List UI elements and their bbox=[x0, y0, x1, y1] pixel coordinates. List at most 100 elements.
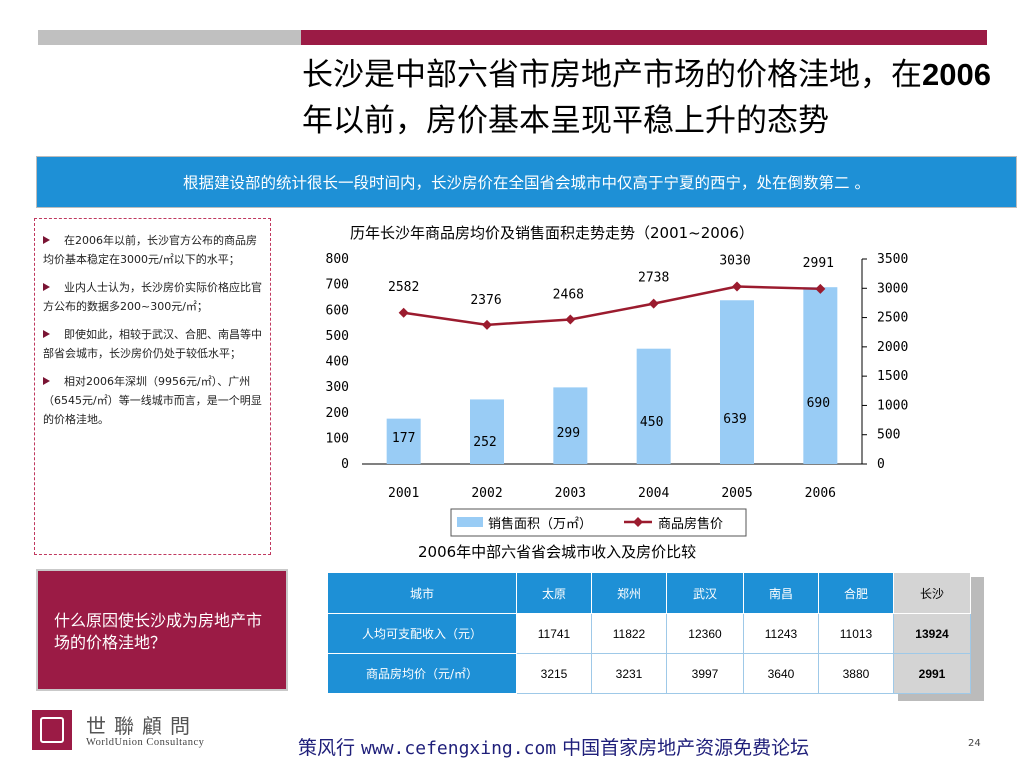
row-label: 人均可支配收入（元） bbox=[327, 613, 517, 654]
summary-banner: 根据建设部的统计很长一段时间内，长沙房价在全国省会城市中仅高于宁夏的西宁，处在倒… bbox=[36, 156, 1017, 208]
right-axis-tick-label: 3000 bbox=[877, 281, 908, 296]
right-axis-tick-label: 0 bbox=[877, 457, 885, 472]
x-axis-tick-label: 2005 bbox=[721, 486, 752, 501]
price-marker bbox=[648, 298, 659, 309]
table-row: 人均可支配收入（元） 11741 11822 12360 11243 11013… bbox=[327, 613, 972, 654]
row-label: 商品房均价（元/㎡） bbox=[327, 653, 517, 694]
table-cell-highlight: 13924 bbox=[892, 613, 972, 654]
footer-text: 策风行 www.cefengxing.com 中国首家房地产资源免费论坛 bbox=[298, 733, 809, 760]
title-part1: 长沙是中部六省市房地产市场的价格洼地，在 bbox=[302, 57, 922, 93]
header-cell: 郑州 bbox=[591, 572, 667, 614]
table-cell: 11822 bbox=[591, 613, 667, 654]
note-text: 业内人士认为，长沙房价实际价格应比官方公布的数据多200~300元/㎡； bbox=[43, 281, 262, 313]
sales-area-bar bbox=[720, 300, 754, 464]
left-axis-tick-label: 200 bbox=[326, 406, 349, 421]
table-cell-highlight: 2991 bbox=[892, 653, 972, 694]
x-axis-tick-label: 2001 bbox=[388, 486, 419, 501]
header-cell: 南昌 bbox=[742, 572, 819, 614]
left-axis-tick-label: 600 bbox=[326, 303, 349, 318]
left-axis-tick-label: 400 bbox=[326, 355, 349, 370]
footer-url: www.cefengxing.com bbox=[361, 738, 557, 759]
slide-title: 长沙是中部六省市房地产市场的价格洼地，在2006 年以前，房价基本呈现平稳上升的态… bbox=[302, 52, 992, 156]
x-axis-tick-label: 2004 bbox=[638, 486, 669, 501]
x-axis-tick-label: 2003 bbox=[555, 486, 586, 501]
table-cell: 12360 bbox=[666, 613, 744, 654]
legend-line-label: 商品房售价 bbox=[658, 516, 723, 532]
table-title: 2006年中部六省省会城市收入及房价比较 bbox=[418, 543, 697, 561]
price-data-label: 3030 bbox=[719, 254, 750, 269]
x-axis-tick-label: 2006 bbox=[805, 486, 836, 501]
table-cell: 3997 bbox=[666, 653, 744, 694]
worldunion-logo bbox=[32, 710, 72, 750]
note-text: 即使如此，相较于武汉、合肥、南昌等中部省会城市，长沙房价仍处于较低水平； bbox=[43, 328, 262, 360]
page-number: 24 bbox=[968, 738, 981, 749]
table-cell: 3640 bbox=[742, 653, 819, 694]
note-item: 即使如此，相较于武汉、合肥、南昌等中部省会城市，长沙房价仍处于较低水平； bbox=[43, 325, 264, 363]
sales-area-bar bbox=[470, 399, 504, 464]
sales-area-data-label: 299 bbox=[557, 426, 580, 441]
legend-line-marker bbox=[633, 517, 643, 527]
left-axis-tick-label: 300 bbox=[326, 380, 349, 395]
price-data-label: 2738 bbox=[638, 271, 669, 286]
footer-part2: 中国首家房地产资源免费论坛 bbox=[556, 737, 810, 759]
header-cell-highlight: 长沙 bbox=[892, 572, 972, 614]
question-box: 什么原因使长沙成为房地产市场的价格洼地？ bbox=[36, 569, 288, 691]
table-cell: 3231 bbox=[591, 653, 667, 694]
right-axis-tick-label: 500 bbox=[877, 428, 900, 443]
footer-part1: 策风行 bbox=[298, 737, 362, 759]
table-cell: 11013 bbox=[817, 613, 894, 654]
price-data-label: 2376 bbox=[470, 293, 501, 308]
logo-mark-icon bbox=[40, 717, 64, 743]
sales-area-data-label: 639 bbox=[723, 412, 746, 427]
table-cell: 11243 bbox=[742, 613, 819, 654]
chart-legend bbox=[450, 508, 747, 537]
note-item: 相对2006年深圳（9956元/㎡）、广州（6545元/㎡）等一线城市而言，是一… bbox=[43, 372, 264, 429]
left-axis-tick-label: 700 bbox=[326, 278, 349, 293]
title-part2: 年以前，房价基本呈现平稳上升的态势 bbox=[302, 103, 829, 139]
price-marker bbox=[815, 283, 826, 294]
price-data-label: 2582 bbox=[388, 280, 419, 295]
notes-box: 在2006年以前，长沙官方公布的商品房均价基本稳定在3000元/㎡以下的水平； … bbox=[34, 218, 271, 555]
right-axis-tick-label: 1000 bbox=[877, 398, 908, 413]
left-axis-tick-label: 500 bbox=[326, 329, 349, 344]
bullet-arrow-icon bbox=[43, 236, 50, 244]
header-cell: 太原 bbox=[516, 572, 592, 614]
table-row: 商品房均价（元/㎡） 3215 3231 3997 3640 3880 2991 bbox=[327, 653, 972, 694]
note-text: 相对2006年深圳（9956元/㎡）、广州（6545元/㎡）等一线城市而言，是一… bbox=[43, 375, 262, 426]
logo-english-name: WorldUnion Consultancy bbox=[86, 737, 205, 748]
title-year: 2006 bbox=[922, 57, 991, 92]
header-cell: 合肥 bbox=[817, 572, 894, 614]
top-bar-accent bbox=[301, 30, 987, 45]
price-line bbox=[403, 285, 821, 327]
sales-area-bar bbox=[553, 387, 588, 464]
price-marker bbox=[398, 307, 409, 318]
sales-area-data-label: 450 bbox=[640, 415, 663, 430]
price-data-label: 2468 bbox=[553, 287, 584, 302]
table-header-row: 城市 太原 郑州 武汉 南昌 合肥 长沙 bbox=[327, 572, 972, 614]
logo-chinese-name: 世聯顧問 bbox=[86, 714, 198, 738]
left-axis-tick-label: 0 bbox=[341, 457, 349, 472]
right-axis-tick-label: 1500 bbox=[877, 369, 908, 384]
right-axis-tick-label: 2000 bbox=[877, 340, 908, 355]
sales-area-bar bbox=[386, 418, 421, 464]
note-item: 业内人士认为，长沙房价实际价格应比官方公布的数据多200~300元/㎡； bbox=[43, 278, 264, 316]
bullet-arrow-icon bbox=[43, 377, 50, 385]
right-axis-tick-label: 3500 bbox=[877, 252, 908, 267]
city-comparison-table: 城市 太原 郑州 武汉 南昌 合肥 长沙 人均可支配收入（元） 11741 11… bbox=[327, 572, 972, 694]
top-bar-grey bbox=[38, 30, 301, 45]
legend-bar-swatch bbox=[457, 517, 483, 527]
table-cell: 11741 bbox=[516, 613, 592, 654]
legend-bar-label: 销售面积（万㎡） bbox=[488, 516, 592, 532]
sales-area-data-label: 177 bbox=[392, 431, 415, 446]
price-marker bbox=[732, 281, 742, 292]
table-cell: 3880 bbox=[817, 653, 894, 694]
sales-area-bar bbox=[803, 287, 838, 464]
price-data-label: 2991 bbox=[803, 256, 834, 271]
sales-area-bar bbox=[636, 348, 671, 464]
header-cell: 武汉 bbox=[666, 572, 744, 614]
chart-title: 历年长沙年商品房均价及销售面积走势走势（2001~2006） bbox=[350, 224, 754, 242]
header-cell: 城市 bbox=[327, 572, 517, 614]
sales-area-data-label: 690 bbox=[807, 396, 830, 411]
bullet-arrow-icon bbox=[43, 330, 50, 338]
